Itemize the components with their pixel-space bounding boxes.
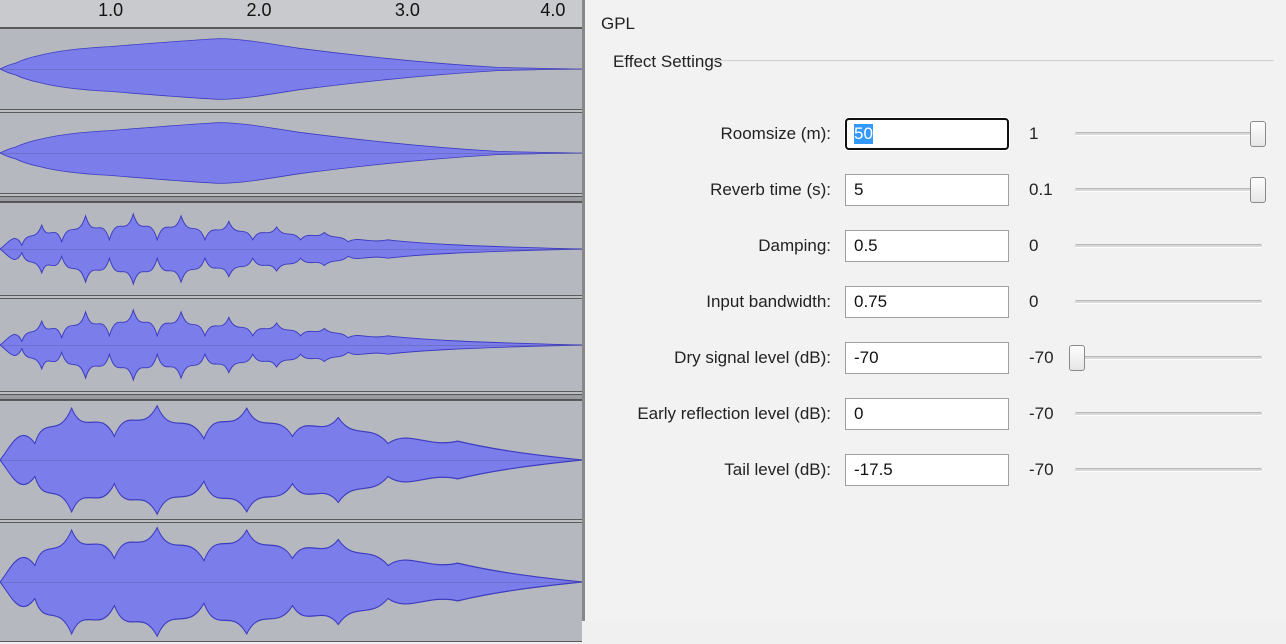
setting-row: Reverb time (s): 0.1 <box>597 162 1274 218</box>
setting-slider[interactable] <box>1071 454 1266 486</box>
setting-min-label: -70 <box>1009 404 1065 424</box>
setting-input[interactable] <box>845 174 1009 206</box>
setting-slider[interactable] <box>1071 286 1266 318</box>
ruler-tick: 2.0 <box>246 0 271 21</box>
setting-slider[interactable] <box>1071 230 1266 262</box>
setting-label: Reverb time (s): <box>597 180 845 200</box>
setting-input[interactable] <box>845 398 1009 430</box>
waveform-pane: 1.0 2.0 3.0 4.0 <box>0 0 585 621</box>
setting-label: Tail level (dB): <box>597 460 845 480</box>
audio-track[interactable] <box>0 298 582 392</box>
setting-row: Input bandwidth: 0 <box>597 274 1274 330</box>
setting-row: Tail level (dB): -70 <box>597 442 1274 498</box>
effect-settings-panel: GPL Effect Settings Roomsize (m): 1 Reverb… <box>585 0 1286 621</box>
track-list <box>0 28 582 644</box>
setting-min-label: -70 <box>1009 348 1065 368</box>
setting-input[interactable] <box>845 230 1009 262</box>
setting-row: Damping: 0 <box>597 218 1274 274</box>
slider-thumb[interactable] <box>1069 345 1085 371</box>
audio-track[interactable] <box>0 400 582 520</box>
audio-track[interactable] <box>0 202 582 296</box>
setting-min-label: 0 <box>1009 236 1065 256</box>
setting-min-label: 0.1 <box>1009 180 1065 200</box>
setting-min-label: 1 <box>1009 124 1065 144</box>
setting-slider[interactable] <box>1071 174 1266 206</box>
setting-label: Input bandwidth: <box>597 292 845 312</box>
setting-row: Dry signal level (dB): -70 <box>597 330 1274 386</box>
setting-label: Early reflection level (dB): <box>597 404 845 424</box>
timeline-ruler[interactable]: 1.0 2.0 3.0 4.0 <box>0 0 582 28</box>
ruler-tick: 1.0 <box>98 0 123 21</box>
setting-label: Dry signal level (dB): <box>597 348 845 368</box>
setting-slider[interactable] <box>1071 118 1266 150</box>
setting-input[interactable] <box>845 118 1009 150</box>
section-label: Effect Settings <box>597 52 1274 72</box>
audio-track[interactable] <box>0 522 582 642</box>
setting-input[interactable] <box>845 286 1009 318</box>
section-divider <box>715 60 1274 61</box>
setting-label: Roomsize (m): <box>597 124 845 144</box>
license-label: GPL <box>597 14 1274 34</box>
setting-min-label: 0 <box>1009 292 1065 312</box>
ruler-tick: 4.0 <box>540 0 565 21</box>
audio-track[interactable] <box>0 28 582 110</box>
setting-input[interactable] <box>845 454 1009 486</box>
setting-row: Early reflection level (dB): -70 <box>597 386 1274 442</box>
setting-row: Roomsize (m): 1 <box>597 106 1274 162</box>
setting-label: Damping: <box>597 236 845 256</box>
setting-slider[interactable] <box>1071 342 1266 374</box>
slider-thumb[interactable] <box>1250 121 1266 147</box>
setting-min-label: -70 <box>1009 460 1065 480</box>
slider-thumb[interactable] <box>1250 177 1266 203</box>
setting-slider[interactable] <box>1071 398 1266 430</box>
audio-track[interactable] <box>0 112 582 194</box>
settings-rows: Roomsize (m): 1 Reverb time (s): 0.1 Damping… <box>597 106 1274 498</box>
setting-input[interactable] <box>845 342 1009 374</box>
ruler-tick: 3.0 <box>395 0 420 21</box>
